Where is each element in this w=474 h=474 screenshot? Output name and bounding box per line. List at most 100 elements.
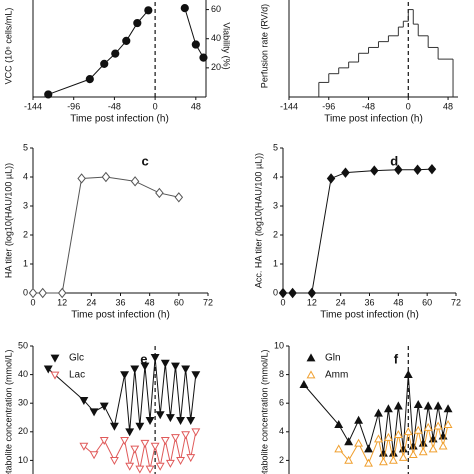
marker [299,379,309,388]
marker [38,287,47,299]
marker [423,401,433,410]
legend-label: Lac [69,370,85,381]
y-tick-label: 40 [18,369,28,379]
marker [77,173,86,184]
line [283,168,432,294]
marker [89,451,99,460]
legend-marker [306,370,316,379]
marker [413,425,423,434]
x-tick-label: 0 [30,297,35,307]
marker [191,371,201,380]
y2-tick-label: 40 [211,33,221,43]
marker [43,365,53,374]
marker [374,434,383,443]
marker [181,431,191,440]
x-tick-label: 12 [307,297,317,307]
legend-label: Amm [325,370,348,381]
legend-label: Glc [69,353,84,364]
y-tick-label: 10 [18,455,28,465]
x-axis-title: Time post infection (h) [324,114,423,125]
marker [191,40,200,49]
y-tick-label: 1 [273,258,278,268]
marker [354,438,364,447]
marker [443,404,453,413]
marker [393,401,403,410]
marker [140,439,150,448]
marker [174,192,184,203]
marker [160,437,170,446]
x-tick-label: 48 [393,297,403,307]
marker [135,465,145,474]
y2-tick-label: 20 [211,62,221,72]
marker [370,165,379,176]
y-tick-label: 4 [23,171,28,181]
marker [383,432,393,441]
x-tick-label: 48 [191,101,201,111]
marker [427,163,437,175]
x-axis-title: Time post infection (h) [320,310,419,321]
y-tick-label: 5 [273,142,278,152]
marker [171,362,180,371]
y-tick-label: 3 [23,200,28,210]
marker [28,287,38,299]
marker [418,447,428,456]
y-tick-label: 2 [279,455,284,465]
marker [278,287,288,299]
marker [413,164,422,175]
marker [398,452,408,461]
y2-tick-label: 60 [211,4,221,14]
y-tick-label: 8 [279,369,284,379]
marker [135,422,145,431]
x-tick-label: 0 [280,297,285,307]
marker [334,420,344,429]
marker [403,427,413,436]
y-axis-title: VCC (10⁶ cells/mL) [3,8,13,85]
marker [79,442,89,451]
marker [393,430,403,439]
marker [85,75,94,84]
legend-marker [50,354,60,363]
marker [155,187,164,199]
marker [186,454,196,463]
marker [199,53,208,62]
marker [383,404,393,413]
marker [165,414,175,423]
marker [354,415,364,424]
marker [403,369,413,378]
marker [344,455,354,464]
y-tick-label: 30 [18,398,28,408]
y-tick-label: 4 [279,426,284,436]
marker [150,442,160,451]
marker [428,444,438,453]
marker [176,457,186,466]
marker [438,441,448,450]
marker [120,437,130,446]
x-tick-label: 60 [174,297,184,307]
marker [443,420,453,429]
marker [423,422,433,431]
x-tick-label: 72 [451,297,461,307]
panel-label: d [390,153,398,168]
marker [176,416,186,425]
marker [44,90,53,99]
marker [101,171,111,183]
marker [130,365,140,374]
marker [326,173,336,184]
x-tick-label: 36 [115,297,125,307]
x-axis-title: Time post infection (h) [71,310,170,321]
legend-label: Gln [325,353,341,364]
marker [155,462,165,471]
legend-marker [306,353,316,362]
marker [394,164,403,175]
x-axis-title: Time post infection (h) [70,114,169,125]
marker [334,444,344,453]
panel-label: c [142,153,149,168]
x-tick-label: 36 [364,297,374,307]
marker [145,465,155,474]
x-tick-label: 12 [57,297,67,307]
marker [160,359,170,368]
x-tick-label: -96 [67,101,80,111]
y-tick-label: 10 [274,340,284,350]
x-tick-label: -144 [24,101,42,111]
